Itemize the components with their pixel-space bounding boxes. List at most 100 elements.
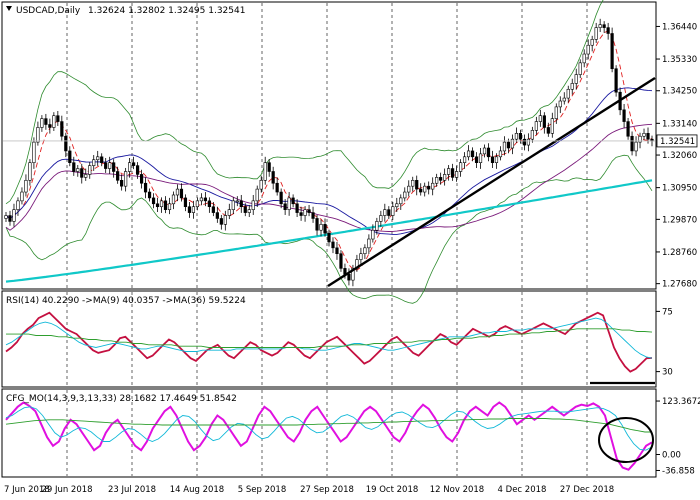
support-trendline: [327, 76, 656, 288]
cfg-signal-line: [5, 406, 653, 451]
candle-body: [151, 197, 156, 205]
candle-body: [211, 206, 215, 213]
candle-body: [52, 115, 56, 128]
rsi-title: RSI(14) 40.2290 ->MA(9) 40.0357 ->MA(36)…: [6, 296, 246, 306]
symbol-label: USDCAD,Daily: [16, 6, 81, 16]
candle-body: [610, 33, 614, 70]
candle-body: [614, 68, 618, 93]
candle-body: [351, 268, 355, 281]
candle-body: [391, 206, 395, 216]
price-tick-label: 1.29870: [662, 215, 697, 225]
candle-body: [590, 39, 594, 46]
candle-body: [570, 83, 574, 90]
ohlc-label: 1.32624 1.32802 1.32495 1.32541: [88, 6, 245, 16]
candle-body: [638, 135, 642, 143]
candle-body: [128, 162, 132, 172]
rsi-line: [5, 311, 653, 373]
candle-body: [455, 171, 459, 178]
date-tick-label: 27 Dec 2018: [560, 485, 614, 495]
date-tick-label: 7 Jun 2018: [4, 485, 50, 495]
candle-body: [283, 203, 287, 210]
candle-body: [24, 179, 28, 193]
candle-body: [387, 209, 391, 216]
candle-body: [447, 168, 451, 175]
candle-body: [403, 191, 407, 199]
time-gridlines: [66, 3, 588, 476]
candle-body: [215, 212, 219, 219]
candle-body: [399, 197, 403, 205]
candle-body: [319, 224, 323, 231]
date-tick-label: 14 Aug 2018: [170, 485, 224, 495]
cfg-title: CFG_MO(14,3,9,3,13,33) 28.1682 17.4649 5…: [6, 394, 237, 404]
bollinger-upper-line: [5, 0, 604, 205]
candle-body: [602, 24, 606, 28]
cfg-layer: [5, 401, 654, 471]
candle-body: [419, 188, 423, 193]
candle-body: [263, 162, 267, 181]
candle-body: [28, 162, 32, 181]
candle-body: [443, 174, 447, 181]
candle-body: [235, 200, 239, 203]
candle-body: [474, 156, 479, 163]
price-tick-label: 1.30950: [662, 184, 697, 194]
candle-body: [239, 200, 243, 208]
candle-body: [518, 133, 523, 140]
candle-body: [411, 179, 415, 187]
candle-body: [522, 138, 526, 146]
candle-body: [506, 141, 511, 149]
rsi-ma9-line: [5, 317, 653, 359]
date-tick-label: 27 Sep 2018: [300, 485, 354, 495]
candle-body: [562, 97, 566, 102]
candle-body: [335, 247, 339, 255]
candle-body: [132, 162, 136, 166]
candle-body: [462, 156, 467, 163]
candle-body: [231, 200, 235, 210]
cfg-tick-label: 123.3672: [662, 397, 700, 407]
date-tick-label: 5 Sep 2018: [238, 485, 286, 495]
date-tick-label: 19 Oct 2018: [366, 485, 419, 495]
candle-body: [195, 200, 200, 208]
candle-body: [88, 165, 92, 175]
candle-body: [223, 215, 227, 225]
candle-body: [439, 177, 443, 181]
candle-body: [68, 150, 72, 163]
candle-body: [72, 162, 76, 172]
candle-body: [143, 182, 148, 193]
candle-body: [347, 273, 351, 281]
candle-body: [606, 27, 610, 34]
candle-body: [203, 197, 207, 202]
candle-body: [646, 133, 650, 140]
candle-body: [291, 197, 295, 205]
candle-body: [502, 141, 507, 152]
candle-body: [470, 150, 475, 158]
candle-body: [546, 127, 550, 134]
current-price-box: [656, 134, 698, 148]
candle-body: [323, 224, 327, 234]
candle-body: [191, 206, 196, 213]
candle-body: [423, 185, 427, 193]
candle-body: [383, 209, 387, 216]
candle-body: [538, 115, 542, 122]
bollinger-lower-line: [5, 154, 653, 304]
candle-body: [395, 203, 399, 208]
candle-body: [267, 162, 271, 172]
candle-body: [167, 203, 172, 210]
candle-body: [4, 215, 8, 219]
date-tick-label: 23 Jul 2018: [108, 485, 156, 495]
candle-body: [56, 115, 60, 122]
candle-body: [104, 162, 108, 169]
candle-body: [287, 197, 291, 210]
candle-body: [367, 238, 371, 249]
candle-body: [478, 153, 483, 163]
candle-body: [12, 209, 16, 222]
candle-body: [44, 118, 48, 125]
candle-body: [566, 88, 570, 99]
current-price-label: 1.32541: [660, 137, 695, 147]
candle-body: [451, 168, 455, 178]
candle-body: [135, 165, 140, 175]
price-layer: [3, 0, 656, 304]
candle-body: [247, 209, 251, 213]
candle-body: [514, 133, 519, 140]
candle-body: [359, 253, 363, 260]
